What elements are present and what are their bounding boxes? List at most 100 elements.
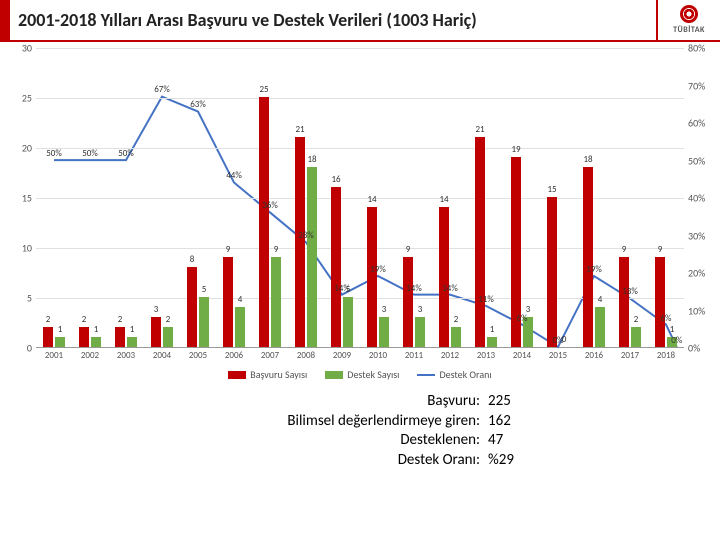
line-point-label: 13% — [622, 286, 638, 297]
bar-basvuru — [475, 137, 485, 347]
x-tick: 2016 — [585, 350, 603, 361]
bar-label: 19 — [508, 144, 524, 155]
gridline — [36, 48, 684, 49]
bar-label: 2 — [628, 314, 644, 325]
bar-label: 3 — [412, 304, 428, 315]
bar-label: 9 — [616, 244, 632, 255]
bar-destek — [91, 337, 101, 347]
line-point-label: 0% — [671, 335, 682, 346]
x-tick: 2017 — [621, 350, 639, 361]
bar-label: 2 — [160, 314, 176, 325]
bar-label: 4 — [232, 294, 248, 305]
line-point-label: 11% — [478, 294, 494, 305]
x-tick: 2012 — [441, 350, 459, 361]
bar-basvuru — [295, 137, 305, 347]
bar-destek — [343, 297, 353, 347]
legend-basvuru: Başvuru Sayısı — [228, 368, 307, 381]
bar-label: 9 — [652, 244, 668, 255]
y-left-tick: 25 — [22, 92, 32, 105]
summary-row: Desteklenen:47 — [190, 431, 530, 451]
x-tick: 2014 — [513, 350, 531, 361]
line-point-label: 6% — [661, 312, 672, 323]
summary-row: Bilimsel değerlendirmeye giren:162 — [190, 412, 530, 432]
bar-label: 9 — [220, 244, 236, 255]
y-left-tick: 15 — [22, 192, 32, 205]
x-tick: 2008 — [297, 350, 315, 361]
tubitak-logo: TÜBİTAK — [656, 0, 720, 41]
bar-label: 14 — [436, 194, 452, 205]
y-right-tick: 50% — [688, 154, 705, 167]
gridline — [36, 98, 684, 99]
summary-label: Desteklenen: — [230, 431, 480, 451]
bar-label: 5 — [196, 284, 212, 295]
bar-destek — [631, 327, 641, 347]
plot-area: 2121213285942592118165143931422111931501… — [36, 48, 684, 348]
line-point-label: 14% — [442, 282, 458, 293]
logo-icon — [680, 5, 698, 23]
logo-text: TÜBİTAK — [673, 25, 705, 35]
bar-label: 1 — [124, 324, 140, 335]
summary-value: 225 — [480, 392, 530, 412]
line-point-label: 0% — [553, 335, 564, 346]
bar-destek — [55, 337, 65, 347]
bar-basvuru — [331, 187, 341, 347]
bar-destek — [163, 327, 173, 347]
bar-label: 3 — [376, 304, 392, 315]
line-point-label: 50% — [46, 147, 62, 158]
y-right-tick: 60% — [688, 117, 705, 130]
legend-swatch-basvuru — [228, 371, 246, 379]
x-tick: 2006 — [225, 350, 243, 361]
legend-label-destek: Destek Sayısı — [347, 368, 399, 381]
line-point-label: 50% — [82, 147, 98, 158]
x-tick: 2001 — [45, 350, 63, 361]
line-point-label: 28% — [298, 230, 314, 241]
x-tick: 2007 — [261, 350, 279, 361]
y-right-tick: 80% — [688, 42, 705, 55]
bar-label: 18 — [580, 154, 596, 165]
summary-value: 47 — [480, 431, 530, 451]
summary-block: Başvuru:225Bilimsel değerlendirmeye gire… — [0, 392, 720, 470]
y-right-tick: 10% — [688, 304, 705, 317]
legend-label-oran: Destek Oranı — [439, 368, 491, 381]
summary-label: Destek Oranı: — [230, 451, 480, 471]
bar-label: 8 — [184, 254, 200, 265]
bar-label: 25 — [256, 84, 272, 95]
y-right-tick: 40% — [688, 192, 705, 205]
bar-label: 16 — [328, 174, 344, 185]
bar-basvuru — [583, 167, 593, 347]
bar-label: 9 — [268, 244, 284, 255]
x-axis: 2001200220032004200520062007200820092010… — [36, 350, 684, 364]
line-point-label: 19% — [370, 264, 386, 275]
bar-label: 1 — [52, 324, 68, 335]
y-left-tick: 20 — [22, 142, 32, 155]
bar-destek — [235, 307, 245, 347]
summary-label: Başvuru: — [230, 392, 480, 412]
bar-destek — [271, 257, 281, 347]
combo-chart: 051015202530 0%10%20%30%40%50%60%70%80% … — [10, 48, 710, 388]
x-tick: 2002 — [81, 350, 99, 361]
x-tick: 2003 — [117, 350, 135, 361]
x-tick: 2018 — [657, 350, 675, 361]
line-point-label: 67% — [154, 84, 170, 95]
legend-swatch-destek — [325, 371, 343, 379]
page-title: 2001-2018 Yılları Arası Başvuru ve Deste… — [10, 9, 656, 31]
y-right-tick: 0% — [688, 342, 700, 355]
bar-label: 1 — [664, 324, 680, 335]
y-axis-left: 051015202530 — [10, 48, 34, 348]
bar-basvuru — [619, 257, 629, 347]
line-point-label: 50% — [118, 147, 134, 158]
line-point-label: 63% — [190, 99, 206, 110]
line-point-label: 19% — [586, 264, 602, 275]
y-left-tick: 30 — [22, 42, 32, 55]
x-tick: 2015 — [549, 350, 567, 361]
summary-value: %29 — [480, 451, 530, 471]
bar-label: 2 — [448, 314, 464, 325]
line-point-label: 14% — [406, 282, 422, 293]
y-left-tick: 10 — [22, 242, 32, 255]
x-tick: 2010 — [369, 350, 387, 361]
x-tick: 2009 — [333, 350, 351, 361]
bar-destek — [415, 317, 425, 347]
y-left-tick: 0 — [27, 342, 32, 355]
legend-oran: Destek Oranı — [417, 368, 491, 381]
y-right-tick: 30% — [688, 229, 705, 242]
